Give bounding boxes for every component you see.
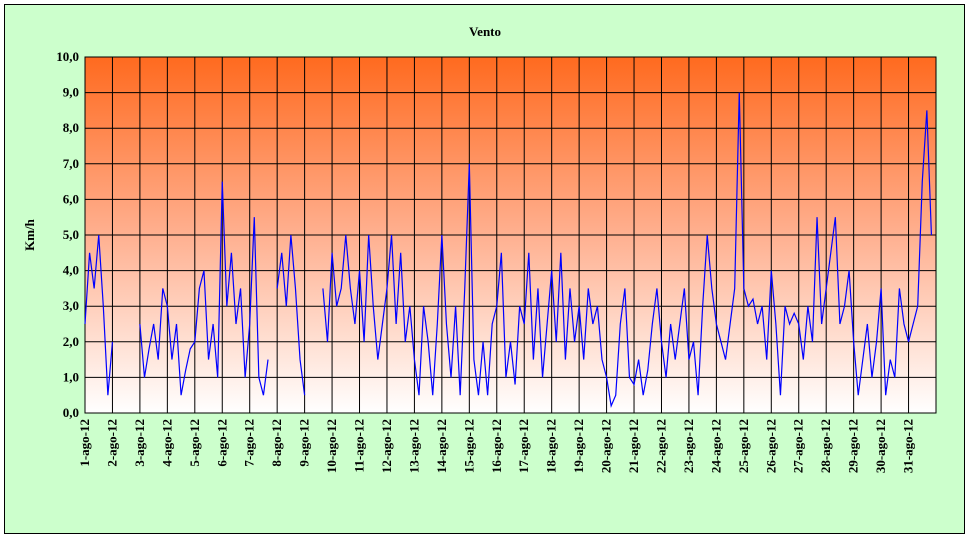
x-tick-label: 28-ago-12	[818, 419, 833, 473]
x-tick-label: 1-ago-12	[77, 419, 92, 467]
x-tick-label: 31-ago-12	[901, 419, 916, 473]
x-tick-label: 12-ago-12	[379, 419, 394, 473]
x-tick-label: 11-ago-12	[352, 419, 367, 472]
x-tick-label: 22-ago-12	[653, 419, 668, 473]
x-tick-label: 25-ago-12	[736, 419, 751, 473]
x-tick-label: 20-ago-12	[599, 419, 614, 473]
x-tick-label: 17-ago-12	[516, 419, 531, 473]
y-axis-label: Km/h	[22, 218, 37, 251]
y-tick-label: 8,0	[63, 120, 79, 135]
x-tick-label: 5-ago-12	[187, 419, 202, 467]
x-tick-label: 19-ago-12	[571, 419, 586, 473]
x-tick-label: 4-ago-12	[159, 419, 174, 467]
x-tick-label: 23-ago-12	[681, 419, 696, 473]
x-tick-label: 10-ago-12	[324, 419, 339, 473]
x-tick-label: 7-ago-12	[242, 419, 257, 467]
x-tick-label: 29-ago-12	[846, 419, 861, 473]
x-tick-label: 8-ago-12	[269, 419, 284, 467]
x-tick-label: 16-ago-12	[489, 419, 504, 473]
x-tick-label: 24-ago-12	[708, 419, 723, 473]
x-tick-label: 3-ago-12	[132, 419, 147, 467]
wind-line	[84, 92, 933, 409]
x-tick-label: 27-ago-12	[791, 419, 806, 473]
y-tick-label: 2,0	[63, 334, 79, 349]
chart-title: Vento	[469, 24, 501, 39]
x-tick-label: 14-ago-12	[434, 419, 449, 473]
y-tick-label: 4,0	[63, 263, 79, 278]
x-tick-label: 15-ago-12	[461, 419, 476, 473]
x-tick-label: 18-ago-12	[544, 419, 559, 473]
x-tick-label: 9-ago-12	[297, 419, 312, 467]
x-tick-label: 30-ago-12	[873, 419, 888, 473]
x-tick-label: 26-ago-12	[763, 419, 778, 473]
x-tick-label: 21-ago-12	[626, 419, 641, 473]
y-tick-label: 10,0	[56, 49, 79, 64]
y-tick-label: 6,0	[63, 191, 79, 206]
y-tick-label: 7,0	[63, 156, 79, 171]
plot-border	[84, 56, 937, 414]
x-tick-label: 2-ago-12	[104, 419, 119, 467]
y-tick-label: 5,0	[63, 227, 79, 242]
x-tick-label: 6-ago-12	[214, 419, 229, 467]
y-tick-label: 9,0	[63, 85, 79, 100]
x-tick-label: 13-ago-12	[406, 419, 421, 473]
y-tick-label: 3,0	[63, 298, 79, 313]
y-tick-label: 1,0	[63, 369, 79, 384]
y-tick-label: 0,0	[63, 405, 79, 420]
